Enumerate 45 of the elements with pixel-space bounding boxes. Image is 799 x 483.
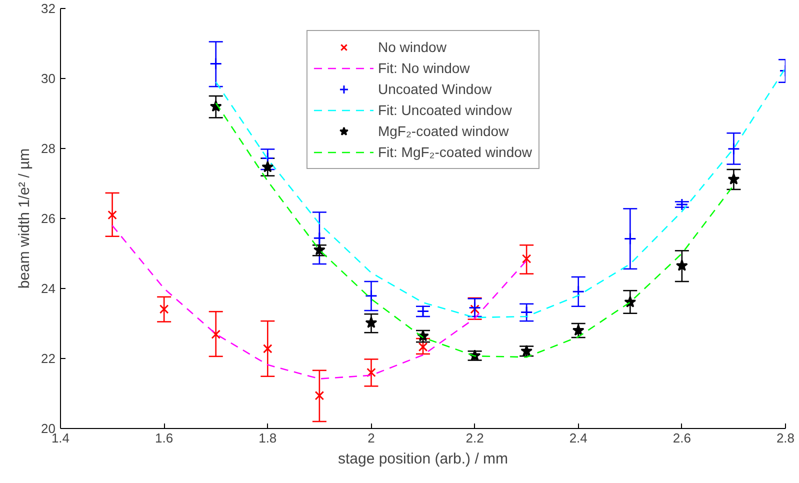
point <box>366 368 376 378</box>
point <box>468 302 482 314</box>
x-tick-label: 2.6 <box>672 430 691 446</box>
point <box>364 290 378 302</box>
point <box>727 142 740 156</box>
point <box>522 254 532 264</box>
x-tick-label: 2.8 <box>776 430 795 446</box>
y-tick-label: 22 <box>41 351 56 366</box>
x-axis-title: stage position (arb.) / mm <box>338 450 508 468</box>
y-tick-label: 26 <box>41 211 56 226</box>
point <box>520 306 533 319</box>
legend-label: Uncoated Window <box>378 81 492 97</box>
legend-label: Fit: MgF₂-coated window <box>378 144 532 160</box>
y-axis-title: beam width 1/e² / µm <box>16 148 34 289</box>
point <box>210 58 222 70</box>
y-tick-label: 24 <box>41 281 56 296</box>
line-series <box>112 224 528 380</box>
point <box>572 285 585 298</box>
legend-label: Fit: Uncoated window <box>378 102 512 118</box>
x-tick-label: 2.4 <box>569 430 588 446</box>
point <box>159 304 169 314</box>
point <box>728 173 740 184</box>
y-tick-label: 30 <box>41 71 56 86</box>
x-tick-label: 1.6 <box>155 430 174 446</box>
point <box>624 232 636 246</box>
legend-label: Fit: No window <box>378 60 470 76</box>
point <box>418 342 428 352</box>
point <box>676 198 688 211</box>
x-tick-label: 1.8 <box>258 430 277 446</box>
x-tick-label: 2.2 <box>466 430 484 446</box>
point <box>262 160 274 172</box>
point <box>676 260 688 271</box>
point <box>624 296 636 308</box>
point <box>108 210 117 220</box>
x-tick-label: 2 <box>368 430 375 446</box>
legend-label: No window <box>378 39 446 55</box>
point <box>365 316 378 328</box>
legend-label: MgF₂-coated window <box>378 123 509 139</box>
point <box>313 232 326 244</box>
point <box>470 304 480 314</box>
point <box>314 390 324 400</box>
y-tick-label: 32 <box>41 1 56 16</box>
point <box>263 344 272 354</box>
y-tick-label: 28 <box>41 141 56 156</box>
point <box>211 330 220 339</box>
